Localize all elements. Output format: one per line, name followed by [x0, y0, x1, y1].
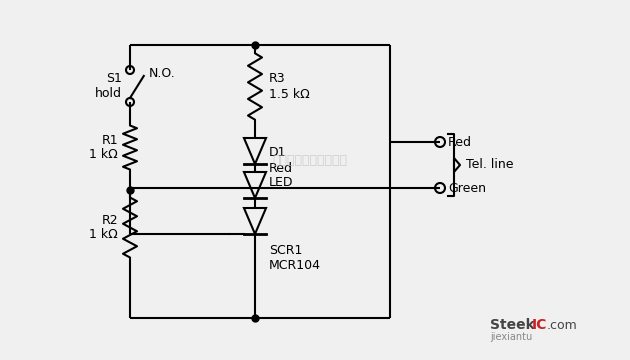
Text: R3
1.5 kΩ: R3 1.5 kΩ [269, 72, 310, 100]
Text: Green: Green [448, 181, 486, 194]
Text: R2
1 kΩ: R2 1 kΩ [89, 213, 118, 242]
Text: R1
1 kΩ: R1 1 kΩ [89, 134, 118, 162]
Text: SCR1
MCR104: SCR1 MCR104 [269, 244, 321, 272]
Text: .com: .com [547, 319, 578, 332]
Text: jiexiantu: jiexiantu [490, 332, 532, 342]
Text: Red: Red [448, 135, 472, 148]
Text: N.O.: N.O. [149, 67, 176, 80]
Text: Tel. line: Tel. line [466, 158, 513, 171]
Text: D1
Red
LED: D1 Red LED [269, 147, 294, 189]
Text: 杭州将宸科技有限公司: 杭州将宸科技有限公司 [273, 153, 348, 166]
Text: S1
hold: S1 hold [95, 72, 122, 100]
Text: IC: IC [532, 318, 547, 332]
Text: Steek: Steek [490, 318, 535, 332]
